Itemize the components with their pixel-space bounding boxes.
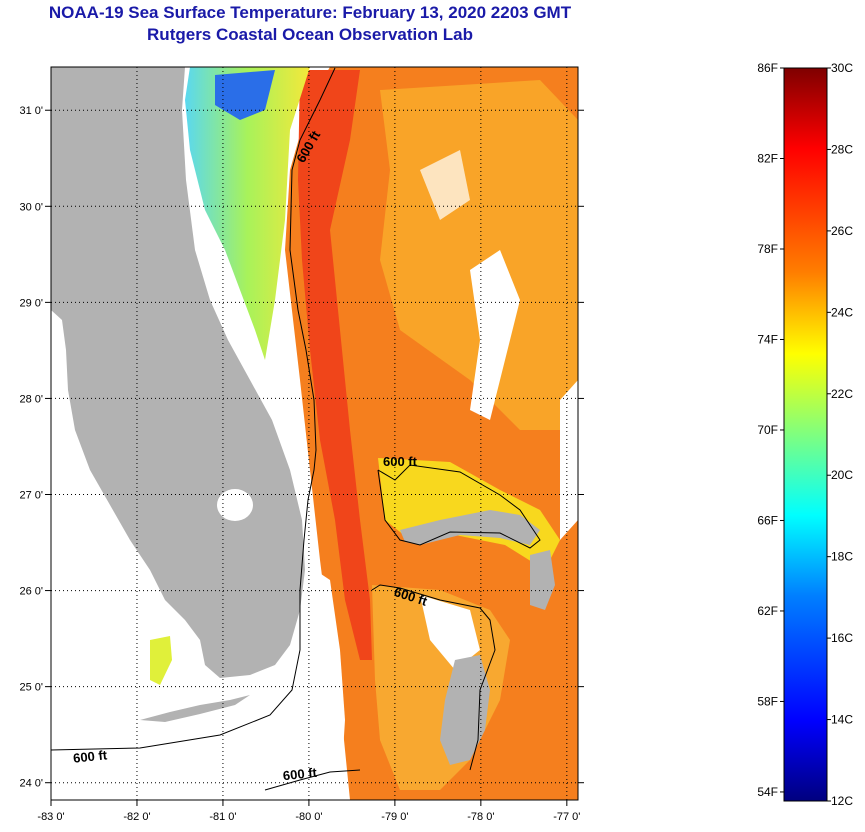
map-subtitle: Rutgers Coastal Ocean Observation Lab [147, 25, 473, 44]
andros-land [440, 655, 490, 765]
latitude-tick-label: 24 0' [19, 778, 43, 790]
contour-label: 600 ft [383, 454, 418, 469]
colorbar-c-label: 22C [831, 387, 853, 401]
cold-shelf-pocket [215, 70, 275, 120]
little-bahama-bank-water [378, 458, 560, 570]
latitude-tick-label: 30 0' [19, 201, 43, 213]
depth-contour-600ft [50, 67, 541, 791]
map-title: NOAA-19 Sea Surface Temperature: Februar… [48, 3, 572, 22]
latitude-tick-label: 28 0' [19, 393, 43, 405]
colorbar-f-label: 86F [757, 61, 778, 75]
sst-image-layer [51, 67, 578, 800]
latitude-tick-label: 26 0' [19, 586, 43, 598]
florida-keys [140, 695, 250, 722]
colorbar-labels: 86F 82F 78F 74F 70F 66F 62F 58F 54F 30C 28C 26C 24C 2… [757, 61, 853, 808]
latitude-tick-label: 31 0' [19, 105, 43, 117]
keys-sst-patch [150, 636, 172, 685]
depth-contour-line [371, 584, 496, 771]
grand-bahama-land [400, 510, 540, 545]
colorbar-f-label: 58F [757, 694, 778, 708]
depth-contour-line [264, 769, 361, 791]
axis-ticks: -83 0' -82 0' -81 0' -80 0' -79 0' -78 0' -77 … [19, 105, 584, 823]
lake-okeechobee [217, 489, 253, 521]
depth-contour-line [50, 67, 336, 751]
colorbar-c-label: 28C [831, 142, 853, 156]
florida-land [51, 67, 305, 678]
longitude-tick-label: -81 0' [209, 811, 236, 823]
depth-contour-line [377, 464, 541, 549]
latitude-tick-label: 25 0' [19, 682, 43, 694]
latitude-tick-label: 27 0' [19, 490, 43, 502]
longitude-tick-label: -83 0' [37, 811, 64, 823]
gulf-stream-core [298, 70, 372, 660]
colorbar-c-label: 30C [831, 61, 853, 75]
cloud-patch [300, 560, 345, 800]
colorbar-f-label: 54F [757, 785, 778, 799]
abaco-land [530, 550, 555, 610]
colorbar-c-label: 14C [831, 713, 853, 727]
colorbar-f-label: 78F [757, 242, 778, 256]
colorbar-c-label: 24C [831, 305, 853, 319]
colorbar-f-label: 82F [757, 151, 778, 165]
longitude-tick-label: -78 0' [467, 811, 494, 823]
longitude-tick-label: -77 0' [553, 811, 580, 823]
contour-label: 600 ft [282, 765, 318, 784]
colorbar-f-label: 74F [757, 332, 778, 346]
longitude-tick-label: -82 0' [123, 811, 150, 823]
colorbar [783, 67, 828, 802]
colorbar-c-label: 18C [831, 550, 853, 564]
colorbar-f-label: 62F [757, 604, 778, 618]
longitude-tick-label: -80 0' [295, 811, 322, 823]
colorbar-f-label: 66F [757, 513, 778, 527]
colorbar-c-label: 20C [831, 468, 853, 482]
cloud-patch [470, 250, 520, 420]
colorbar-f-label: 70F [757, 423, 778, 437]
colorbar-c-label: 16C [831, 631, 853, 645]
colorbar-c-label: 12C [831, 794, 853, 808]
cloud-patch [560, 380, 578, 540]
cloud-patch [420, 150, 470, 220]
shelf-cool-water [185, 67, 310, 360]
map-frame [50, 66, 579, 801]
cloud-patch [420, 595, 480, 670]
colorbar-c-label: 26C [831, 224, 853, 238]
longitude-tick-label: -79 0' [381, 811, 408, 823]
contour-label: 600 ft [72, 747, 108, 766]
latitude-tick-label: 29 0' [19, 297, 43, 309]
